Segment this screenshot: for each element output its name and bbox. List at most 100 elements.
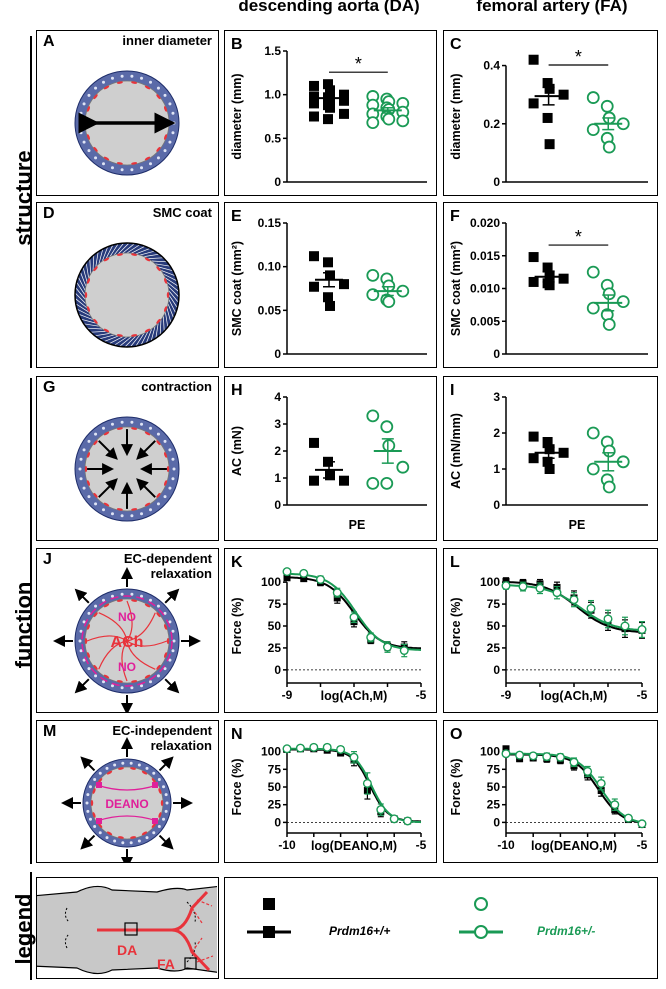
smc-hatch [145,328,153,344]
y-axis-label: Force (%) [230,759,244,816]
smc-hatch [105,244,114,259]
data-point-wt [323,257,333,268]
y-tick-label: 0 [274,498,281,512]
endothelial-cell [131,680,138,683]
endothelial-cell [156,146,161,152]
endothelial-cell [84,120,88,126]
smc-hatch [74,292,87,304]
smc-hatch [158,266,174,272]
smc-hatch [80,271,87,287]
vessel-wall [82,758,172,848]
smc-hatch [131,245,146,254]
panel-title-line1: EC-dependent [123,551,212,566]
vessel-wall [74,242,180,348]
data-point-het [602,287,616,301]
wall-cell [129,761,133,765]
da-label: DA [117,942,137,958]
wall-cell [157,825,161,829]
wall-cell [149,426,152,430]
smc-hatch [126,244,141,254]
legend-marker-het [459,897,503,939]
ach-label: ACh [111,634,144,651]
smc-hatch [98,248,104,264]
wall-cell [171,131,175,135]
wall-cell [156,674,160,678]
wall-cell [171,649,175,653]
endothelial-cell [158,812,162,818]
chart-E-svg: E SMC coat (mm²) 0 0.05 0.10 0.15 [230,208,427,361]
wall-cell [113,839,117,843]
wall-cell [149,680,152,684]
y-axis-label: SMC coat (mm²) [449,241,463,336]
vessel-ec-independent-diagram: DEANO [61,737,193,863]
contraction-arrow [98,440,118,460]
endothelial-cell [131,253,138,256]
panel-letter: L [450,554,460,571]
data-point-het [596,778,606,788]
endothelial-cell [93,492,98,498]
wall-cell [172,467,176,471]
y-tick-label: 4 [274,390,281,404]
endothelial-cell [156,440,161,446]
wall-cell [157,777,161,781]
wall-cell [86,809,90,813]
y-tick-label: 0.15 [258,216,282,230]
smc-coat-ring [75,243,179,347]
data-point-het [637,819,647,829]
y-tick-label: 100 [480,745,500,759]
y-tick-label: 50 [487,780,501,794]
endothelial-cell [131,162,138,165]
data-point-wt [309,251,319,262]
y-axis-label: Force (%) [449,598,463,655]
endothelial-cell [106,770,113,775]
chart-O-svg: O Force (%) 0 25 50 75 100 -10 -5 log(DEANO,M) [449,726,648,853]
wall-cell [145,766,149,770]
y-tick-label: 0.10 [258,260,282,274]
data-point-het [366,409,380,423]
endothelial-cell [131,508,138,511]
y-tick-label: 75 [487,762,501,776]
endothelial-cell [156,266,161,272]
endothelial-cell [86,652,90,658]
data-point-wt [528,431,539,442]
x-tick-label: -10 [278,838,296,852]
data-point-het [382,279,396,293]
chart-panel-H: H AC (mN) 0 1 2 3 4 PE [224,376,437,541]
chart-panel-L: L Force (%) 0 25 50 75 100 -9 -5 log(ACh,M) [443,548,658,713]
wall-cell [79,457,83,461]
data-point-het [586,301,600,315]
relaxation-arrow [164,588,180,604]
smc-hatch [130,334,141,348]
smc-hatch [77,276,86,291]
data-point-het [555,752,565,762]
data-point-het [542,752,552,762]
y-tick-label: 50 [268,780,282,794]
header-descending-aorta: descending aorta (DA) [238,0,420,15]
x-tick-label: -9 [282,688,293,702]
x-tick-label: -5 [637,688,648,702]
data-point-het [569,757,579,767]
wall-cell [87,439,91,443]
endothelial-cell [156,318,161,324]
endothelial-cell [116,427,123,430]
smc-hatch [155,323,159,339]
data-point-wt [309,80,319,91]
smc-hatch [160,269,176,277]
x-axis-label: log(ACh,M) [321,689,388,703]
chart-H-svg: H AC (mN) 0 1 2 3 4 PE [230,382,427,532]
y-tick-label: 0.5 [264,131,281,145]
wall-cell [168,658,172,662]
endothelial-cell [144,603,151,608]
x-tick-label: -9 [501,688,512,702]
data-point-wt [309,281,319,292]
y-tick-label: 0.05 [258,303,282,317]
wall-cell [94,156,98,160]
panel-letter: H [231,382,243,399]
y-tick-label: 1.5 [264,44,281,58]
panel-letter: N [231,726,243,743]
data-point-het [382,439,396,452]
wall-cell [137,839,141,843]
wall-cell [79,131,83,135]
data-point-wt [558,273,569,284]
